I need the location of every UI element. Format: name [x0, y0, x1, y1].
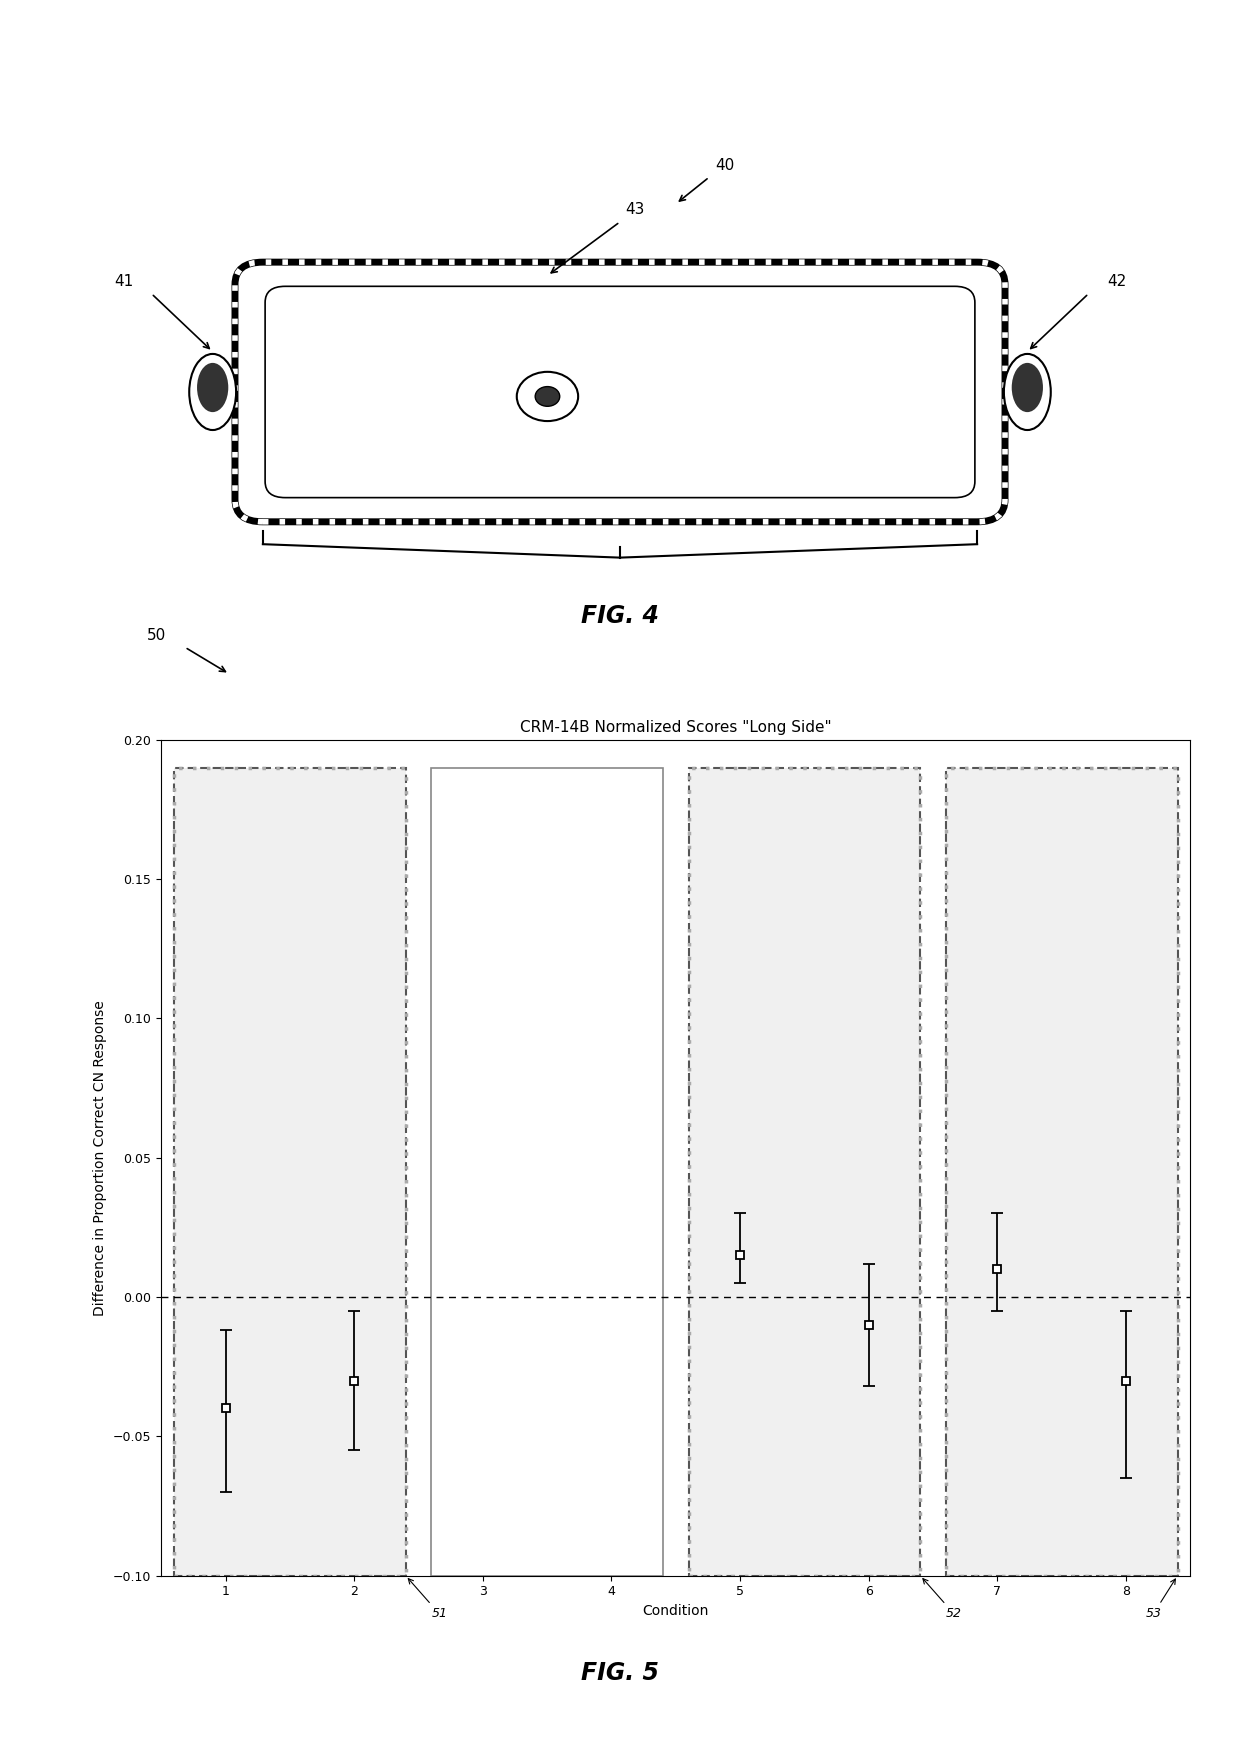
Ellipse shape [1004, 353, 1050, 430]
Text: 43: 43 [626, 202, 645, 218]
Bar [688, 768, 920, 1576]
Ellipse shape [197, 362, 228, 413]
Bar [174, 768, 405, 1576]
Text: FIG. 4: FIG. 4 [582, 604, 658, 629]
FancyBboxPatch shape [236, 263, 1006, 522]
Text: 42: 42 [1107, 273, 1126, 289]
X-axis label: Condition: Condition [642, 1603, 709, 1617]
Ellipse shape [517, 373, 578, 421]
Bar [174, 768, 405, 1576]
Y-axis label: Difference in Proportion Correct CN Response: Difference in Proportion Correct CN Resp… [93, 999, 108, 1316]
Text: 50: 50 [148, 629, 166, 642]
Text: 52: 52 [923, 1579, 962, 1621]
Bar [688, 768, 920, 1576]
Text: 53: 53 [1146, 1579, 1176, 1621]
Bar [432, 768, 663, 1576]
Bar [174, 768, 405, 1576]
Text: 41: 41 [114, 273, 133, 289]
Ellipse shape [1012, 362, 1043, 413]
Ellipse shape [190, 353, 236, 430]
Text: FIG. 5: FIG. 5 [582, 1661, 658, 1685]
Bar [946, 768, 1178, 1576]
Title: CRM-14B Normalized Scores "Long Side": CRM-14B Normalized Scores "Long Side" [520, 719, 832, 735]
Text: 40: 40 [714, 158, 734, 172]
Bar [946, 768, 1178, 1576]
Ellipse shape [536, 387, 559, 406]
Bar [688, 768, 920, 1576]
Bar [946, 768, 1178, 1576]
Text: 51: 51 [408, 1579, 448, 1621]
